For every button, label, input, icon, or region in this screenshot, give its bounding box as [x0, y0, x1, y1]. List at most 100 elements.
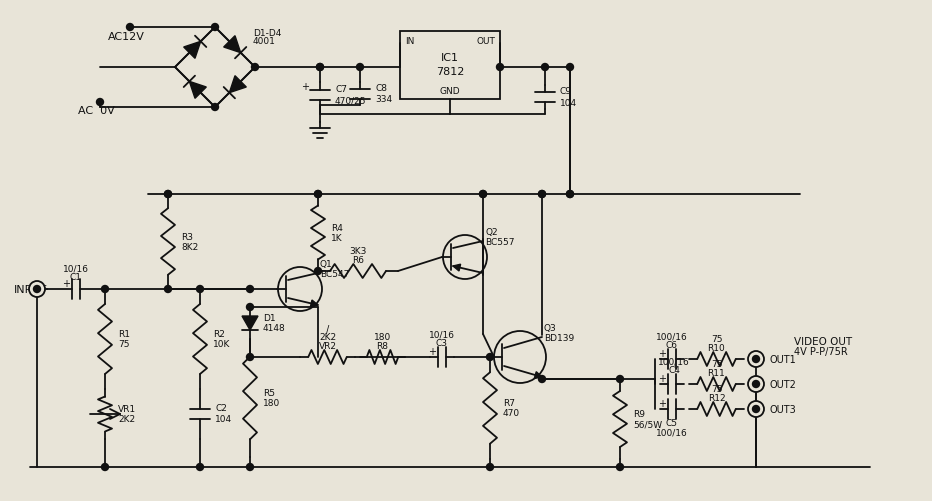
Text: C3: C3	[436, 339, 448, 348]
Circle shape	[479, 191, 487, 198]
Text: R6: R6	[352, 256, 364, 265]
Text: D1: D1	[263, 314, 276, 323]
Circle shape	[487, 463, 494, 470]
Circle shape	[539, 191, 545, 198]
Circle shape	[212, 25, 218, 32]
Polygon shape	[453, 265, 460, 272]
Text: +: +	[62, 279, 70, 289]
Circle shape	[246, 304, 254, 311]
Circle shape	[127, 25, 133, 32]
Circle shape	[314, 191, 322, 198]
Circle shape	[102, 463, 108, 470]
Circle shape	[317, 64, 323, 71]
Circle shape	[252, 64, 258, 71]
Text: 334: 334	[375, 95, 392, 104]
Text: Q1: Q1	[320, 260, 333, 269]
Circle shape	[752, 381, 760, 388]
Text: R12: R12	[707, 394, 725, 403]
Text: 100/16: 100/16	[656, 428, 688, 437]
Circle shape	[314, 268, 322, 275]
Text: 56/5W: 56/5W	[633, 420, 662, 429]
Text: R3: R3	[181, 232, 193, 241]
Polygon shape	[189, 82, 206, 99]
Text: 4V P-P/75R: 4V P-P/75R	[794, 346, 848, 356]
Text: R10: R10	[707, 344, 725, 353]
Text: R4: R4	[331, 223, 343, 232]
Circle shape	[102, 286, 108, 293]
Text: 104: 104	[560, 98, 577, 107]
Text: C9: C9	[560, 87, 572, 96]
Text: C1: C1	[70, 273, 82, 282]
Text: 2K2: 2K2	[118, 415, 135, 424]
Text: VIDEO OUT: VIDEO OUT	[794, 336, 852, 346]
Circle shape	[97, 99, 103, 106]
Text: +: +	[301, 81, 309, 91]
Circle shape	[539, 191, 545, 198]
Text: Q2: Q2	[485, 228, 498, 237]
Circle shape	[567, 191, 573, 198]
Text: C6: C6	[666, 341, 678, 350]
Text: 180: 180	[263, 399, 281, 408]
Circle shape	[479, 191, 487, 198]
Text: 100/16: 100/16	[658, 357, 690, 366]
Text: 10/16: 10/16	[429, 330, 455, 339]
Text: AC  0V: AC 0V	[78, 106, 115, 116]
Circle shape	[487, 354, 494, 361]
Text: 104: 104	[215, 415, 232, 424]
Polygon shape	[242, 316, 258, 330]
Text: 8K2: 8K2	[181, 242, 199, 252]
Circle shape	[616, 463, 624, 470]
Circle shape	[748, 401, 764, 417]
Text: OUT: OUT	[476, 38, 495, 47]
Polygon shape	[224, 37, 240, 54]
Text: GND: GND	[440, 87, 460, 96]
Text: IN: IN	[405, 38, 415, 47]
Text: +: +	[658, 348, 666, 358]
Text: OUT2: OUT2	[770, 379, 797, 389]
Text: 75: 75	[711, 335, 722, 344]
Text: R5: R5	[263, 389, 275, 398]
Text: OUT3: OUT3	[770, 404, 797, 414]
Circle shape	[29, 282, 45, 298]
Polygon shape	[184, 42, 200, 59]
Text: OUT1: OUT1	[770, 354, 797, 364]
Circle shape	[539, 376, 545, 383]
Text: D1-D4: D1-D4	[253, 29, 281, 38]
Text: 100/16: 100/16	[656, 332, 688, 341]
Circle shape	[314, 191, 322, 198]
Circle shape	[212, 104, 218, 111]
Text: 75: 75	[711, 385, 722, 394]
Text: C4: C4	[668, 366, 680, 375]
Text: INPUT: INPUT	[14, 285, 48, 295]
Circle shape	[541, 64, 549, 71]
Text: C7: C7	[335, 85, 347, 94]
Text: 180: 180	[374, 333, 391, 342]
Circle shape	[357, 64, 363, 71]
Circle shape	[752, 406, 760, 413]
Text: 1K: 1K	[331, 233, 343, 242]
Text: +: +	[658, 373, 666, 383]
Circle shape	[616, 376, 624, 383]
Text: /: /	[326, 324, 329, 334]
Text: C8: C8	[375, 84, 387, 93]
Polygon shape	[534, 372, 542, 379]
Text: BC557: BC557	[485, 238, 514, 247]
Text: 470/25: 470/25	[335, 96, 366, 105]
Circle shape	[165, 286, 171, 293]
Text: IC1: IC1	[441, 53, 459, 63]
Text: R1: R1	[118, 330, 130, 339]
Text: +: +	[658, 398, 666, 408]
Text: R2: R2	[213, 330, 225, 339]
Circle shape	[34, 286, 40, 293]
Text: C5: C5	[666, 419, 678, 428]
Circle shape	[317, 64, 323, 71]
Circle shape	[246, 286, 254, 293]
Text: +: +	[428, 346, 436, 356]
Circle shape	[748, 376, 764, 392]
Text: Q3: Q3	[544, 324, 556, 333]
Circle shape	[165, 191, 171, 198]
Text: R11: R11	[707, 369, 725, 378]
Text: 4148: 4148	[263, 324, 286, 333]
Text: BD139: BD139	[544, 334, 574, 343]
Text: 75: 75	[118, 340, 130, 349]
